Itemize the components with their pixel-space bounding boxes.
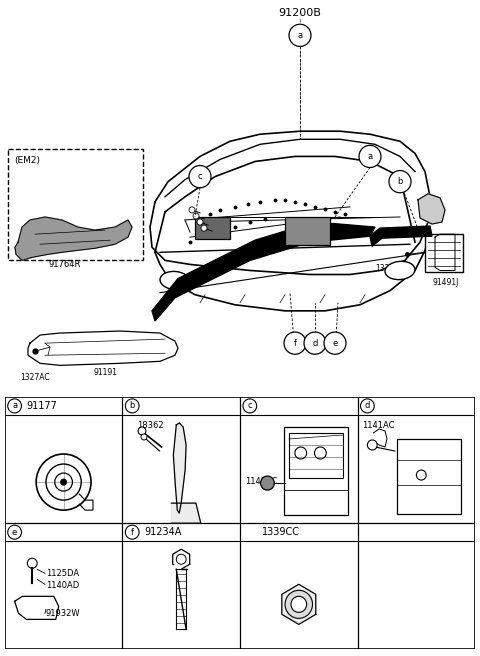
Bar bbox=[285, 217, 330, 245]
Bar bbox=[8, 150, 143, 260]
Text: 1327AC: 1327AC bbox=[375, 264, 405, 274]
Text: 18362: 18362 bbox=[137, 421, 164, 430]
Bar bbox=[284, 427, 348, 515]
Text: f: f bbox=[293, 338, 297, 348]
Circle shape bbox=[359, 146, 381, 167]
Polygon shape bbox=[28, 331, 178, 365]
Circle shape bbox=[125, 399, 139, 413]
Circle shape bbox=[284, 332, 306, 354]
Text: d: d bbox=[312, 338, 318, 348]
Text: 1125DA: 1125DA bbox=[46, 569, 79, 578]
Circle shape bbox=[324, 332, 346, 354]
Circle shape bbox=[138, 427, 146, 435]
Circle shape bbox=[201, 225, 207, 231]
Circle shape bbox=[8, 399, 22, 413]
Circle shape bbox=[36, 454, 91, 510]
Bar bbox=[397, 439, 460, 514]
Text: e: e bbox=[12, 527, 17, 537]
Text: 91932W: 91932W bbox=[46, 609, 81, 619]
Circle shape bbox=[367, 440, 377, 450]
Text: 91234A: 91234A bbox=[144, 527, 181, 537]
Text: 91191: 91191 bbox=[93, 369, 117, 377]
Circle shape bbox=[243, 399, 257, 413]
Circle shape bbox=[389, 171, 411, 193]
Circle shape bbox=[189, 165, 211, 188]
Circle shape bbox=[289, 24, 311, 47]
Circle shape bbox=[125, 525, 139, 539]
Circle shape bbox=[261, 476, 274, 490]
Circle shape bbox=[46, 464, 81, 500]
Text: 91177: 91177 bbox=[26, 401, 57, 411]
Text: a: a bbox=[367, 152, 372, 161]
Bar bbox=[289, 433, 343, 478]
Text: b: b bbox=[397, 177, 403, 186]
Text: 1141AC: 1141AC bbox=[362, 421, 395, 430]
Circle shape bbox=[417, 470, 426, 480]
Circle shape bbox=[197, 219, 203, 225]
Text: 1339CC: 1339CC bbox=[262, 527, 300, 537]
Text: 1140AD: 1140AD bbox=[46, 581, 79, 590]
Text: d: d bbox=[365, 401, 370, 411]
Circle shape bbox=[360, 399, 374, 413]
Bar bbox=[425, 234, 463, 272]
Text: 1327AC: 1327AC bbox=[20, 373, 50, 382]
Circle shape bbox=[285, 590, 312, 619]
Circle shape bbox=[60, 479, 67, 485]
Text: c: c bbox=[198, 172, 202, 181]
Bar bbox=[195, 217, 230, 239]
Text: (EM2): (EM2) bbox=[14, 156, 40, 165]
Circle shape bbox=[176, 554, 186, 564]
Circle shape bbox=[8, 525, 22, 539]
Polygon shape bbox=[171, 503, 201, 523]
Circle shape bbox=[291, 596, 307, 612]
Ellipse shape bbox=[160, 272, 190, 290]
Polygon shape bbox=[282, 584, 316, 625]
Text: c: c bbox=[248, 401, 252, 411]
Polygon shape bbox=[15, 217, 132, 260]
Text: 91491J: 91491J bbox=[433, 277, 459, 287]
Text: e: e bbox=[332, 338, 337, 348]
Circle shape bbox=[189, 207, 195, 213]
Circle shape bbox=[141, 434, 147, 440]
Circle shape bbox=[27, 558, 37, 568]
Polygon shape bbox=[370, 226, 432, 246]
Circle shape bbox=[295, 447, 307, 459]
Polygon shape bbox=[418, 194, 445, 224]
Ellipse shape bbox=[385, 261, 415, 279]
Text: b: b bbox=[130, 401, 135, 411]
Text: a: a bbox=[298, 31, 302, 40]
Polygon shape bbox=[173, 423, 186, 513]
Circle shape bbox=[304, 332, 326, 354]
Circle shape bbox=[314, 447, 326, 459]
Text: 91764R: 91764R bbox=[49, 260, 81, 270]
Text: f: f bbox=[131, 527, 134, 537]
Circle shape bbox=[55, 473, 72, 491]
Polygon shape bbox=[152, 222, 375, 321]
Circle shape bbox=[193, 213, 199, 219]
Text: 91200B: 91200B bbox=[278, 8, 322, 18]
Text: a: a bbox=[12, 401, 17, 411]
Text: 1141AC: 1141AC bbox=[245, 477, 277, 486]
